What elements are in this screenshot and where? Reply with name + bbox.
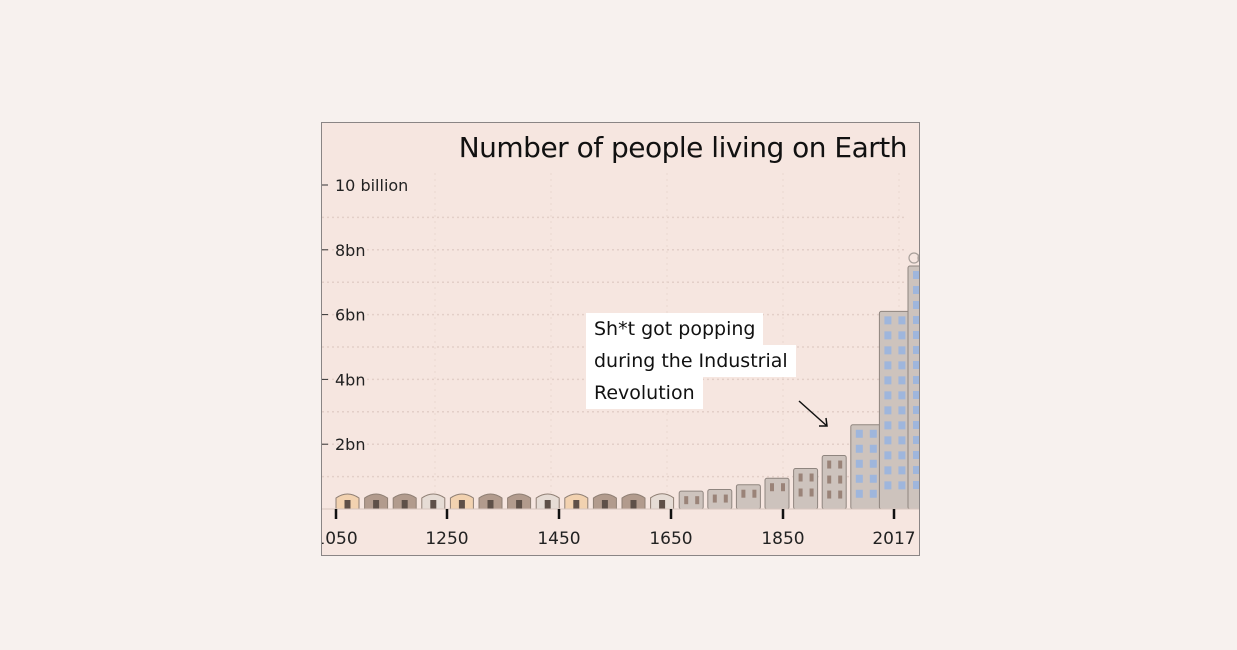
annotation-line-1: Sh*t got popping <box>586 313 764 345</box>
bar <box>421 493 446 510</box>
x-tick-label: 1850 <box>761 529 804 549</box>
annotation-arrowhead <box>819 417 828 427</box>
bar <box>364 493 389 510</box>
annotation: Sh*t got popping during the Industrial R… <box>586 313 796 409</box>
bar <box>335 493 360 510</box>
bar <box>678 490 704 510</box>
x-tick-label: 1050 <box>322 529 358 549</box>
y-tick-label: 6bn <box>335 306 365 325</box>
bar <box>821 455 847 510</box>
x-tick-label: 1450 <box>537 529 580 549</box>
bar <box>392 493 417 510</box>
x-tick-label: 1650 <box>649 529 692 549</box>
bar <box>735 484 761 510</box>
bar <box>592 493 617 510</box>
annotation-line-2: during the Industrial <box>586 345 796 377</box>
y-tick-label: 10 billion <box>335 176 408 195</box>
bar <box>564 493 589 510</box>
bar <box>449 493 474 510</box>
chart-plot: 2bn 4bn 6bn 8bn 10 billion 1050 1250 1450 1650 18… <box>322 173 919 549</box>
bar <box>850 424 882 510</box>
x-tick-label: 1250 <box>425 529 468 549</box>
bar <box>535 493 560 510</box>
y-tick-label: 4bn <box>335 370 365 389</box>
bar <box>907 252 919 510</box>
chart-frame: 2bn 4bn 6bn 8bn 10 billion 1050 1250 1450 1650 18… <box>321 122 920 556</box>
bar <box>764 477 790 510</box>
y-tick-label: 8bn <box>335 241 365 260</box>
x-tick-label: 2017 <box>872 529 915 549</box>
bar <box>707 489 733 510</box>
bar <box>507 493 532 510</box>
y-tick-label: 2bn <box>335 435 365 454</box>
bar <box>878 310 910 510</box>
bar <box>650 493 675 510</box>
annotation-line-3: Revolution <box>586 377 703 409</box>
annotation-arrow <box>798 400 828 427</box>
chart-title: Number of people living on Earth <box>458 131 908 164</box>
bar <box>478 493 503 510</box>
bar <box>793 468 819 510</box>
bar <box>621 493 646 510</box>
